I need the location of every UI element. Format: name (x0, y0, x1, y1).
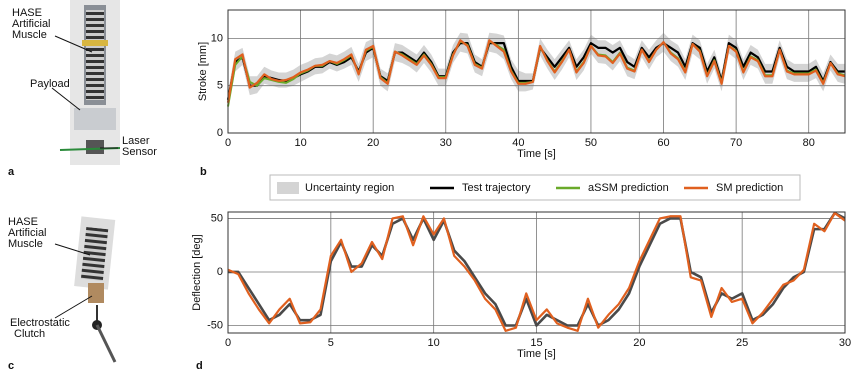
x-tick-label: 25 (736, 337, 748, 349)
photo-label: Electrostatic (10, 317, 70, 329)
y-tick-label: 5 (217, 80, 223, 92)
x-tick-label: 0 (225, 137, 231, 149)
x-tick-label: 50 (585, 137, 597, 149)
x-tick-label: 70 (730, 137, 742, 149)
y-tick-label: 0 (217, 266, 223, 278)
photo-label: Sensor (122, 146, 157, 158)
sensor-body (86, 140, 104, 154)
x-tick-label: 80 (803, 137, 815, 149)
photo-label: Muscle (8, 238, 43, 250)
x-axis-label: Time [s] (517, 148, 556, 160)
panel-label: b (200, 166, 207, 178)
y-tick-label: 10 (211, 32, 223, 44)
photo-label: HASE (8, 216, 38, 228)
plot-frame (227, 9, 846, 134)
panel-label: a (8, 166, 15, 178)
payload-frame (74, 108, 116, 130)
x-tick-label: 10 (294, 137, 306, 149)
photo-label: Artificial (12, 18, 51, 30)
y-tick-label: -50 (207, 319, 223, 331)
x-tick-label: 30 (440, 137, 452, 149)
x-tick-label: 20 (633, 337, 645, 349)
y-tick-label: 0 (217, 127, 223, 139)
pointer (51, 87, 81, 111)
pointer (54, 295, 93, 319)
plot-layer (227, 211, 846, 333)
pointer (54, 35, 93, 53)
x-tick-label: 60 (657, 137, 669, 149)
bracket (82, 40, 108, 46)
photo-a (51, 0, 121, 165)
muscle (80, 226, 109, 281)
clutch (88, 283, 104, 303)
x-axis-label: Time [s] (517, 348, 556, 360)
y-axis-label: Stroke [mm] (197, 42, 209, 101)
legend-label: Test trajectory (462, 182, 531, 194)
panel-label: c (8, 360, 14, 372)
x-tick-label: 0 (225, 337, 231, 349)
x-tick-label: 30 (839, 337, 851, 349)
muscle-stripes (86, 10, 104, 100)
y-tick-label: 50 (211, 212, 223, 224)
uncertainty-band (228, 32, 845, 110)
photo-label: Muscle (12, 29, 47, 41)
photo-label: Clutch (14, 328, 45, 340)
plot-layer (226, 10, 846, 134)
panel-label: d (196, 360, 203, 372)
legend-label: Uncertainty region (305, 182, 394, 194)
series-line (227, 211, 846, 332)
photo-label: Laser (122, 135, 150, 147)
x-tick-label: 20 (367, 137, 379, 149)
plot-frame (227, 211, 846, 334)
photo-c (54, 216, 117, 363)
lever (95, 324, 117, 363)
x-tick-label: 15 (530, 337, 542, 349)
photo-label: Artificial (8, 227, 47, 239)
legend-box (269, 174, 801, 201)
legend-swatch (277, 182, 299, 194)
photo-label: Payload (30, 78, 70, 90)
y-axis-label: Deflection [deg] (191, 234, 203, 310)
legend-label: aSSM prediction (588, 182, 669, 194)
series-line (226, 39, 846, 103)
pointer (54, 243, 91, 256)
x-tick-label: 5 (328, 337, 334, 349)
x-tick-label: 10 (428, 337, 440, 349)
photo-label: HASE (12, 7, 42, 19)
x-tick-label: 40 (512, 137, 524, 149)
legend-label: SM prediction (716, 182, 783, 194)
